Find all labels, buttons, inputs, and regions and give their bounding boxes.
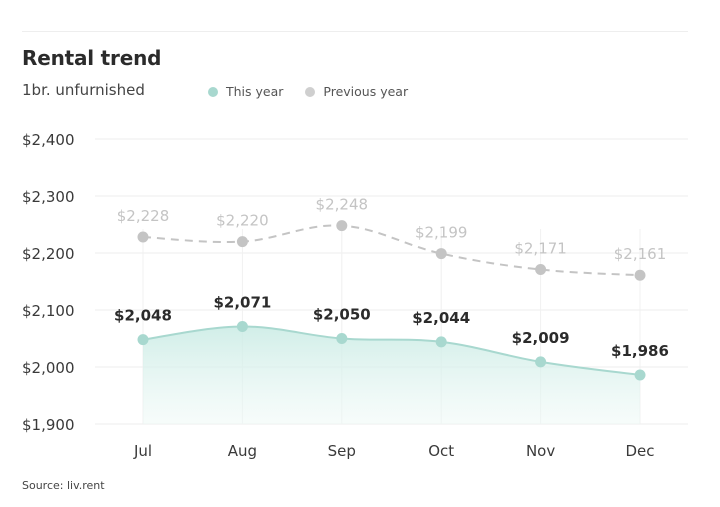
this-year-data-label: $2,044 bbox=[412, 309, 470, 327]
y-tick-label: $2,300 bbox=[22, 188, 75, 206]
this-year-point bbox=[634, 369, 646, 381]
x-tick-label: Aug bbox=[228, 442, 257, 460]
previous-year-point bbox=[435, 248, 447, 260]
y-tick-label: $2,000 bbox=[22, 359, 75, 377]
previous-year-line bbox=[142, 224, 641, 277]
chart-subtitle: 1br. unfurnished bbox=[22, 81, 145, 99]
legend-dot-this-year bbox=[208, 86, 218, 97]
this-year-point bbox=[236, 321, 248, 333]
this-year-data-label: $2,009 bbox=[512, 329, 570, 347]
top-divider bbox=[22, 31, 688, 32]
this-year-data-label: $2,048 bbox=[114, 307, 172, 325]
x-tick-label: Jul bbox=[133, 442, 152, 460]
this-year-data-label: $1,986 bbox=[611, 342, 669, 360]
previous-year-point bbox=[535, 264, 547, 276]
legend-label-previous-year: Previous year bbox=[323, 84, 409, 99]
legend-dot-previous-year bbox=[305, 86, 316, 97]
y-tick-label: $2,100 bbox=[22, 302, 75, 320]
x-tick-label: Dec bbox=[625, 442, 654, 460]
this-year-area bbox=[143, 326, 640, 424]
this-year-point bbox=[137, 334, 149, 346]
y-tick-label: $2,200 bbox=[22, 245, 75, 263]
previous-year-data-label: $2,228 bbox=[117, 207, 170, 225]
previous-year-data-label: $2,220 bbox=[216, 212, 269, 230]
this-year-point bbox=[336, 333, 348, 344]
previous-year-data-label: $2,171 bbox=[514, 240, 567, 258]
this-year-point bbox=[535, 356, 547, 368]
x-tick-label: Sep bbox=[328, 442, 356, 460]
previous-year-data-label: $2,248 bbox=[316, 196, 369, 214]
y-tick-label: $2,400 bbox=[22, 131, 75, 149]
previous-year-data-label: $2,199 bbox=[415, 224, 468, 242]
chart-legend: This year Previous year bbox=[208, 84, 430, 99]
previous-year-point bbox=[236, 236, 248, 248]
legend-label-this-year: This year bbox=[226, 84, 284, 99]
legend-item-previous-year: Previous year bbox=[305, 84, 408, 99]
this-year-data-label: $2,050 bbox=[313, 306, 371, 324]
x-tick-label: Oct bbox=[428, 442, 454, 460]
this-year-line bbox=[142, 325, 641, 376]
x-tick-label: Nov bbox=[526, 442, 555, 460]
this-year-point bbox=[435, 336, 447, 348]
previous-year-point bbox=[634, 269, 646, 281]
y-tick-label: $1,900 bbox=[22, 416, 75, 434]
previous-year-point bbox=[336, 220, 348, 232]
chart-title: Rental trend bbox=[22, 46, 162, 70]
source-note: Source: liv.rent bbox=[22, 479, 105, 492]
previous-year-data-label: $2,161 bbox=[614, 245, 667, 263]
previous-year-point bbox=[137, 231, 149, 243]
this-year-data-label: $2,071 bbox=[213, 294, 271, 312]
legend-item-this-year: This year bbox=[208, 84, 283, 99]
